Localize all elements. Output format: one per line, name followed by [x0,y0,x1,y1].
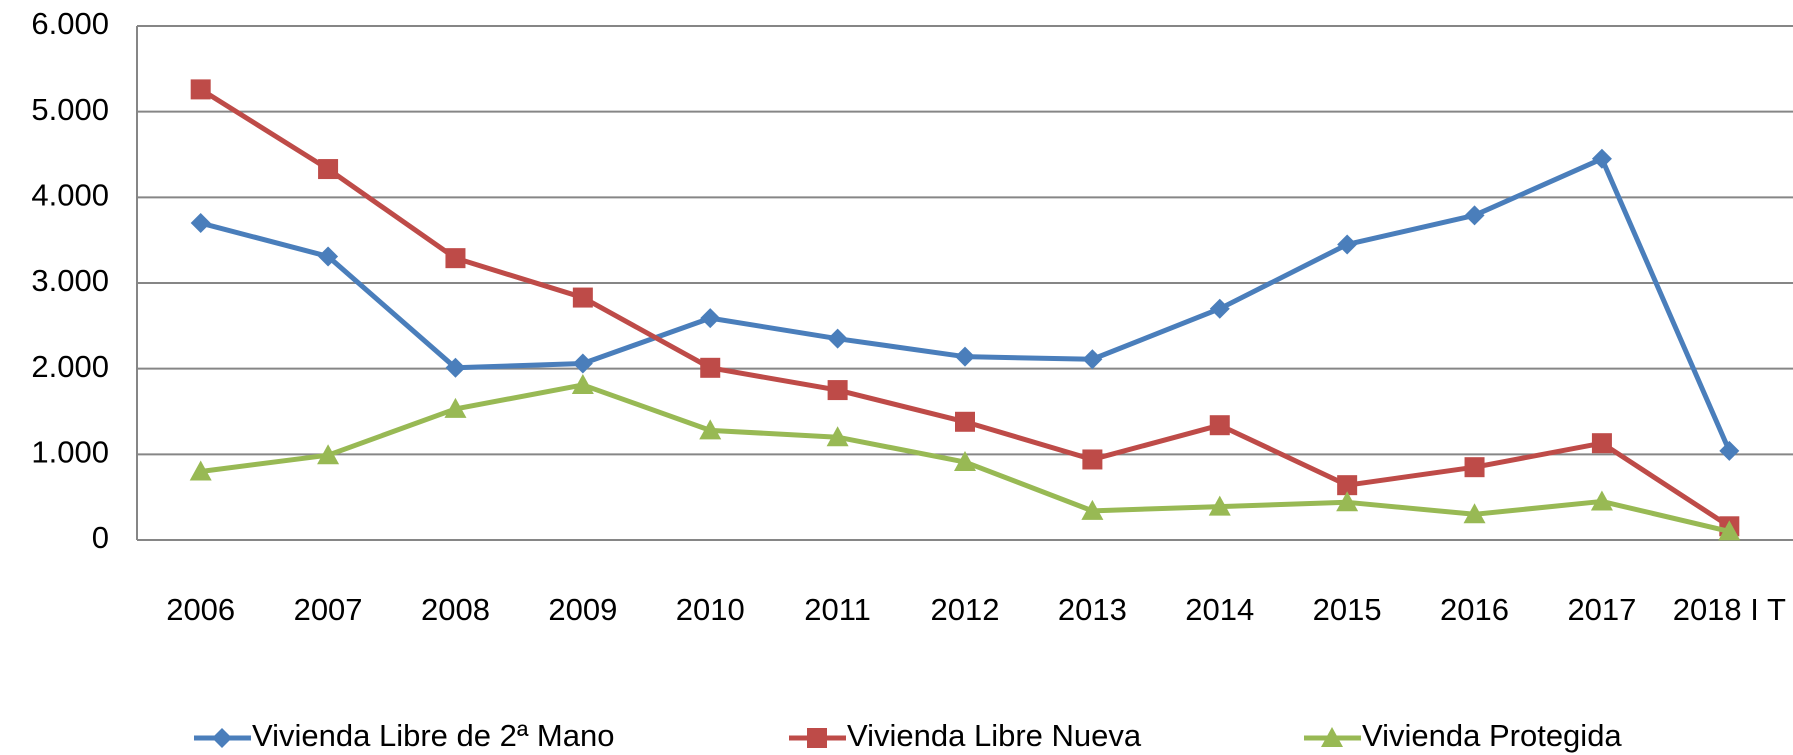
data-point [318,159,339,180]
legend-marker [212,728,232,748]
data-point [572,287,593,308]
data-point [1463,503,1486,524]
data-point [1719,440,1740,461]
data-point [189,460,212,481]
y-tick-label: 2.000 [31,349,109,384]
x-tick-label: 2013 [1058,592,1127,627]
data-point [1209,298,1230,319]
data-point [955,346,975,367]
data-point [444,397,467,418]
data-point [1082,449,1103,470]
y-tick-label: 6.000 [31,6,109,41]
data-point [1590,490,1613,511]
data-point [1464,457,1485,478]
data-point [1718,520,1741,541]
y-tick-label: 4.000 [31,178,109,213]
legend-label: Vivienda Libre de 2ª Mano [252,718,614,753]
x-tick-label: 2010 [676,592,745,627]
series-line [200,156,1732,452]
legend-marker [1321,727,1343,747]
data-point [318,246,339,267]
data-point [190,79,211,100]
x-tick-label: 2015 [1313,592,1382,627]
x-tick-label: 2017 [1567,592,1636,627]
data-point [955,411,975,432]
legend-label: Vivienda Libre Nueva [847,718,1142,753]
y-tick-label: 0 [92,520,109,555]
data-point [700,357,721,378]
data-point [954,451,976,472]
data-point [1337,475,1358,496]
data-point [1208,495,1231,516]
y-tick-label: 3.000 [31,263,109,298]
x-tick-label: 2007 [294,592,363,627]
data-point [445,248,466,269]
data-point [1209,415,1230,436]
data-point [190,213,211,234]
data-point [700,308,721,329]
data-point [1464,205,1485,226]
x-tick-label: 2006 [166,592,235,627]
data-point [1081,499,1104,520]
data-point [445,357,466,378]
y-tick-label: 5.000 [31,92,109,127]
data-point [827,380,848,401]
legend-marker [807,728,827,748]
x-tick-label: 2009 [548,592,617,627]
data-point [827,328,848,349]
data-point [1336,491,1359,512]
x-tick-label: 2018 I T [1673,592,1786,627]
data-point [1082,349,1103,370]
legend-label: Vivienda Protegida [1362,718,1622,753]
x-tick-label: 2011 [804,592,871,627]
data-point [317,444,340,465]
x-tick-label: 2012 [931,592,1000,627]
x-tick-label: 2016 [1440,592,1509,627]
data-point [826,426,849,447]
data-point [699,419,722,440]
data-point [1591,148,1612,169]
data-point [1337,234,1358,255]
data-point [571,373,594,394]
y-tick-label: 1.000 [31,435,109,470]
data-point [1591,433,1612,454]
x-tick-label: 2008 [421,592,490,627]
x-tick-label: 2014 [1185,592,1254,627]
data-point [572,353,593,374]
